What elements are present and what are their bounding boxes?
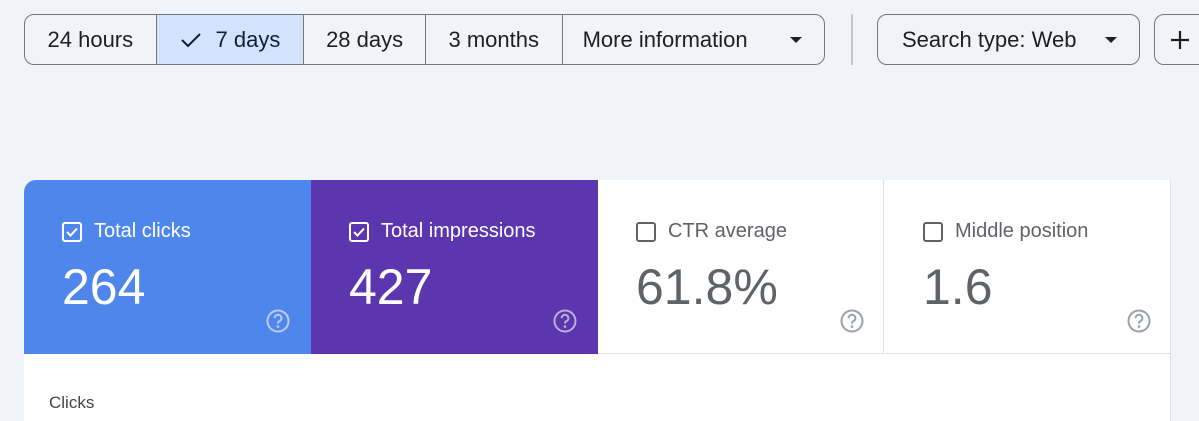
metric-value: 264 — [62, 259, 146, 315]
metric-card[interactable]: Middle position 1.6 — [885, 180, 1171, 354]
metric-label-row: Total impressions — [349, 220, 536, 243]
metric-label: Total impressions — [381, 220, 536, 242]
period-label: 7 days — [215, 26, 281, 52]
chart-label: Clicks — [49, 393, 95, 412]
period-button[interactable]: 28 days — [304, 15, 426, 64]
metric-card[interactable]: Total clicks 264 — [24, 180, 311, 354]
checkbox-checked[interactable] — [349, 221, 369, 242]
metric-label: CTR average — [668, 220, 787, 242]
checkbox[interactable] — [923, 221, 943, 242]
metric-value: 1.6 — [923, 259, 993, 315]
help-icon[interactable] — [553, 309, 577, 333]
dropdown-arrow — [790, 36, 802, 43]
checkbox-checked[interactable] — [62, 221, 82, 242]
period-button[interactable]: 3 months — [426, 15, 563, 64]
metric-label-row: Total clicks — [62, 220, 191, 243]
add-filter-button[interactable] — [1154, 14, 1199, 65]
dropdown-arrow — [1105, 36, 1117, 43]
metric-label-row: Middle position — [923, 220, 1088, 243]
period-button[interactable]: 7 days — [156, 15, 305, 64]
help-icon[interactable] — [840, 309, 864, 333]
divider — [851, 14, 853, 65]
metric-value: 61.8% — [636, 259, 778, 315]
more-button[interactable]: More information — [563, 15, 824, 64]
metric-card[interactable]: Total impressions 427 — [311, 180, 598, 354]
help-icon[interactable] — [1127, 309, 1151, 333]
metric-label: Total clicks — [94, 220, 191, 242]
check-icon — [180, 32, 201, 47]
checkbox[interactable] — [636, 221, 656, 242]
search-type-button[interactable]: Search type: Web — [877, 14, 1140, 65]
metric-label: Middle position — [955, 220, 1089, 242]
metric-card[interactable]: CTR average 61.8% — [598, 180, 884, 354]
plus-icon — [1171, 30, 1189, 49]
period-button[interactable]: 24 hours — [25, 15, 157, 64]
help-icon[interactable] — [266, 309, 290, 333]
more-label: More information — [582, 26, 748, 52]
metric-label-row: CTR average — [636, 220, 787, 243]
search-type-label: Search type: Web — [902, 26, 1077, 52]
period-filter: 24 hours 7 days 28 days 3 months More in… — [24, 14, 825, 65]
metric-value: 427 — [349, 259, 433, 315]
